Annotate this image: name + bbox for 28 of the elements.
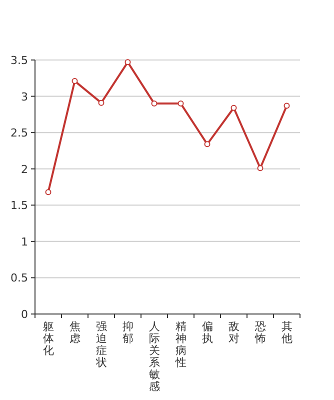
point [45, 189, 52, 196]
x-tick-label: 人际关系敏感 [148, 320, 160, 393]
x-tick-label: 偏执 [202, 320, 213, 345]
x-tick-label: 抑郁 [122, 320, 134, 345]
point [178, 100, 184, 107]
x-tick-label: 其他 [281, 320, 292, 345]
point [124, 59, 131, 66]
point [284, 102, 290, 109]
x-tick-label: 焦虑 [69, 320, 80, 345]
y-tick-label: 1.5 [10, 199, 28, 212]
y-tick-label: 3.5 [10, 54, 28, 67]
y-tick-label: 1 [21, 235, 28, 248]
point [98, 100, 104, 106]
point [204, 141, 210, 148]
point [151, 100, 158, 107]
y-tick-label: 0.5 [10, 272, 28, 285]
y-tick-label: 2.5 [10, 126, 28, 140]
x-tick-label: 敌对 [228, 320, 240, 345]
y-tick-label: 3 [21, 90, 28, 104]
point [230, 104, 237, 111]
point [257, 165, 264, 172]
point [72, 78, 78, 84]
y-tick-label: 2 [21, 162, 28, 176]
x-tick-label: 躯体化 [42, 320, 54, 357]
x-tick-label: 强迫症状 [94, 320, 107, 369]
y-tick-label: 0 [21, 308, 28, 321]
x-tick-label: 恐怖 [254, 320, 266, 345]
x-tick-label: 精神病性 [174, 320, 186, 369]
